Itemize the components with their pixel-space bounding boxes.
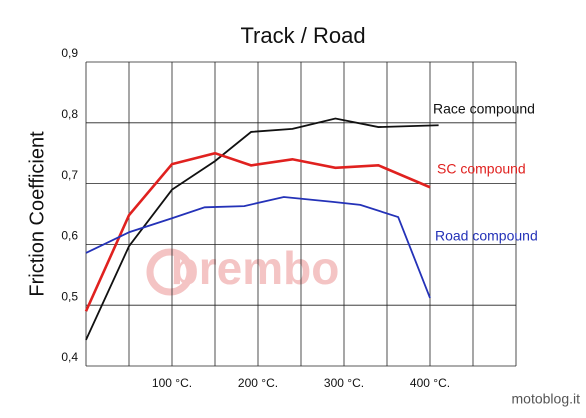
series-line [85, 196, 431, 299]
y-tick-label: 0,7 [61, 168, 78, 182]
series-line [84, 151, 431, 312]
series-label: Race compound [433, 101, 535, 117]
series-label: Road compound [435, 228, 538, 244]
series-label: SC compound [437, 161, 526, 177]
credit: motoblog.it [512, 391, 581, 407]
y-tick-label: 0,9 [61, 46, 78, 60]
y-tick-label: 0,5 [61, 289, 78, 303]
x-tick-label: 100 °C. [152, 376, 192, 390]
watermark: brembo [171, 242, 340, 294]
x-tick-label: 200 °C. [238, 376, 278, 390]
y-tick-label: 0,4 [61, 350, 78, 364]
x-tick-label: 400 °C. [410, 376, 450, 390]
y-tick-label: 0,8 [61, 107, 78, 121]
watermark-logo [146, 248, 194, 296]
chart-title: Track / Road [240, 23, 365, 48]
y-tick-label: 0,6 [61, 229, 78, 243]
y-axis-label: Friction Coefficient [26, 131, 48, 297]
x-tick-label: 300 °C. [324, 376, 364, 390]
